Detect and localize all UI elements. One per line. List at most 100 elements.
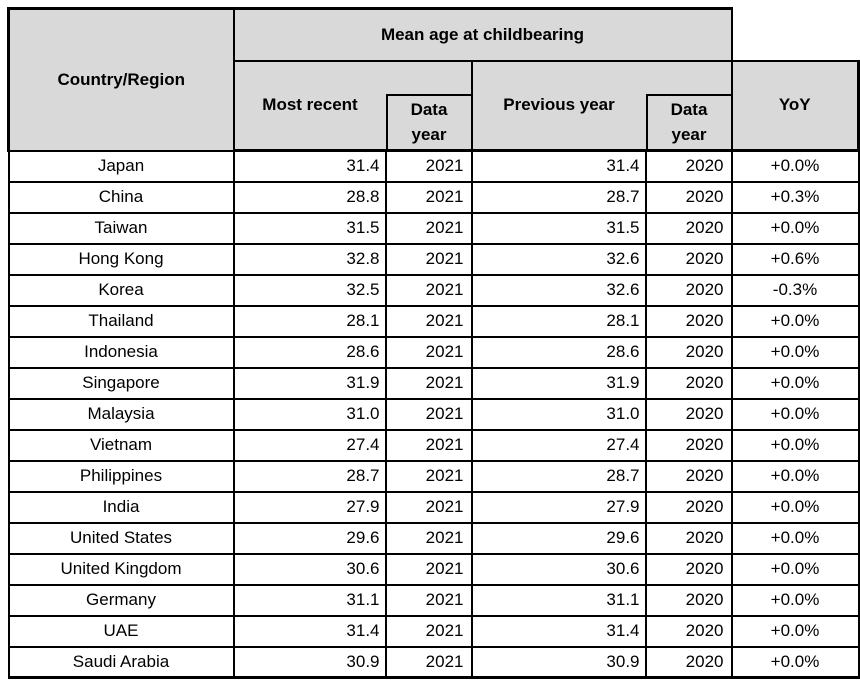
data-year-cell: 2021 (384, 273, 473, 307)
table-row: China 28.8 2021 28.7 2020 +0.3% (7, 180, 860, 214)
previous-year-value-cell: 31.0 (470, 397, 647, 431)
previous-year-value-cell: 28.7 (470, 459, 647, 493)
previous-year-value-cell: 28.1 (470, 304, 647, 338)
yoy-cell: +0.0% (730, 366, 860, 400)
data-year-cell: 2020 (644, 211, 733, 245)
yoy-cell: +0.0% (730, 397, 860, 431)
table-row: Saudi Arabia 30.9 2021 30.9 2020 +0.0% (7, 645, 860, 679)
table-row: Hong Kong 32.8 2021 32.6 2020 +0.6% (7, 242, 860, 276)
yoy-cell: +0.0% (730, 335, 860, 369)
country-cell: China (7, 180, 235, 214)
data-year-label: Data year (410, 100, 448, 145)
yoy-cell: +0.6% (730, 242, 860, 276)
yoy-cell: +0.3% (730, 180, 860, 214)
most-recent-value-cell: 31.4 (232, 614, 387, 648)
data-year-cell: 2021 (384, 490, 473, 524)
previous-year-value-cell: 27.4 (470, 428, 647, 462)
country-cell: Japan (7, 149, 235, 183)
yoy-cell: +0.0% (730, 645, 860, 679)
most-recent-value-cell: 31.1 (232, 583, 387, 617)
table-row: Malaysia 31.0 2021 31.0 2020 +0.0% (7, 397, 860, 431)
data-year-cell: 2021 (384, 459, 473, 493)
data-year-cell: 2021 (384, 645, 473, 679)
data-year-cell: 2020 (644, 273, 733, 307)
table-row: Singapore 31.9 2021 31.9 2020 +0.0% (7, 366, 860, 400)
country-cell: Vietnam (7, 428, 235, 462)
data-year-cell: 2021 (384, 335, 473, 369)
data-year-cell: 2021 (384, 428, 473, 462)
previous-year-value-cell: 30.6 (470, 552, 647, 586)
country-cell: UAE (7, 614, 235, 648)
most-recent-value-cell: 31.5 (232, 211, 387, 245)
data-year-inset-box: Data year (385, 93, 470, 148)
col-header-data-year-1: Data year (385, 59, 473, 152)
data-year-cell: 2020 (644, 335, 733, 369)
yoy-cell: +0.0% (730, 521, 860, 555)
previous-year-value-cell: 30.9 (470, 645, 647, 679)
data-year-cell: 2021 (384, 583, 473, 617)
header-row-group: Country/Region Mean age at childbearing (7, 7, 859, 152)
yoy-cell: +0.0% (730, 552, 860, 586)
country-cell: Hong Kong (7, 242, 235, 276)
country-cell: Taiwan (7, 211, 235, 245)
country-cell: Saudi Arabia (7, 645, 235, 679)
yoy-cell: +0.0% (730, 459, 860, 493)
country-cell: Indonesia (7, 335, 235, 369)
data-year-cell: 2020 (644, 490, 733, 524)
data-year-cell: 2021 (384, 304, 473, 338)
most-recent-value-cell: 31.9 (232, 366, 387, 400)
previous-year-value-cell: 31.5 (470, 211, 647, 245)
header-row-columns: Most recent Data year Previous year Data… (9, 59, 860, 152)
table-row: Germany 31.1 2021 31.1 2020 +0.0% (7, 583, 860, 617)
country-cell: Malaysia (7, 397, 235, 431)
country-region-header: Country/Region (7, 7, 235, 152)
data-year-cell: 2021 (384, 614, 473, 648)
table-row: Thailand 28.1 2021 28.1 2020 +0.0% (7, 304, 860, 338)
blank-corner-cell (731, 8, 859, 61)
country-cell: Korea (7, 273, 235, 307)
data-year-cell: 2020 (644, 149, 733, 183)
country-cell: United Kingdom (7, 552, 235, 586)
yoy-cell: +0.0% (730, 490, 860, 524)
most-recent-value-cell: 31.4 (232, 149, 387, 183)
group-header-mean-age: Mean age at childbearing (232, 7, 733, 62)
table-row: India 27.9 2021 27.9 2020 +0.0% (7, 490, 860, 524)
country-cell: Singapore (7, 366, 235, 400)
table-row: Philippines 28.7 2021 28.7 2020 +0.0% (7, 459, 860, 493)
most-recent-value-cell: 28.7 (232, 459, 387, 493)
most-recent-value-cell: 30.6 (232, 552, 387, 586)
table-row: Vietnam 27.4 2021 27.4 2020 +0.0% (7, 428, 860, 462)
data-year-cell: 2020 (644, 180, 733, 214)
previous-year-value-cell: 31.1 (470, 583, 647, 617)
country-cell: Philippines (7, 459, 235, 493)
previous-year-value-cell: 32.6 (470, 242, 647, 276)
table-row: Indonesia 28.6 2021 28.6 2020 +0.0% (7, 335, 860, 369)
country-cell: Germany (7, 583, 235, 617)
data-year-cell: 2021 (384, 521, 473, 555)
data-year-cell: 2021 (384, 552, 473, 586)
previous-year-value-cell: 32.6 (470, 273, 647, 307)
table-row: Taiwan 31.5 2021 31.5 2020 +0.0% (7, 211, 860, 245)
yoy-cell: +0.0% (730, 149, 860, 183)
most-recent-value-cell: 29.6 (232, 521, 387, 555)
previous-year-value-cell: 28.7 (470, 180, 647, 214)
data-year-cell: 2021 (384, 211, 473, 245)
yoy-cell: +0.0% (730, 428, 860, 462)
table-row: Korea 32.5 2021 32.6 2020 -0.3% (7, 273, 860, 307)
previous-year-value-cell: 31.4 (470, 149, 647, 183)
data-year-cell: 2021 (384, 149, 473, 183)
country-cell: India (7, 490, 235, 524)
most-recent-value-cell: 31.0 (232, 397, 387, 431)
data-year-cell: 2020 (644, 397, 733, 431)
data-year-cell: 2020 (644, 583, 733, 617)
country-cell: United States (7, 521, 235, 555)
data-year-cell: 2020 (644, 459, 733, 493)
yoy-cell: +0.0% (730, 211, 860, 245)
data-year-cell: 2021 (384, 397, 473, 431)
data-year-cell: 2020 (644, 645, 733, 679)
most-recent-value-cell: 27.4 (232, 428, 387, 462)
table-row: Japan 31.4 2021 31.4 2020 +0.0% (7, 149, 860, 183)
previous-year-value-cell: 29.6 (470, 521, 647, 555)
col-header-yoy: YoY (730, 59, 860, 152)
data-year-label: Data year (670, 100, 708, 145)
